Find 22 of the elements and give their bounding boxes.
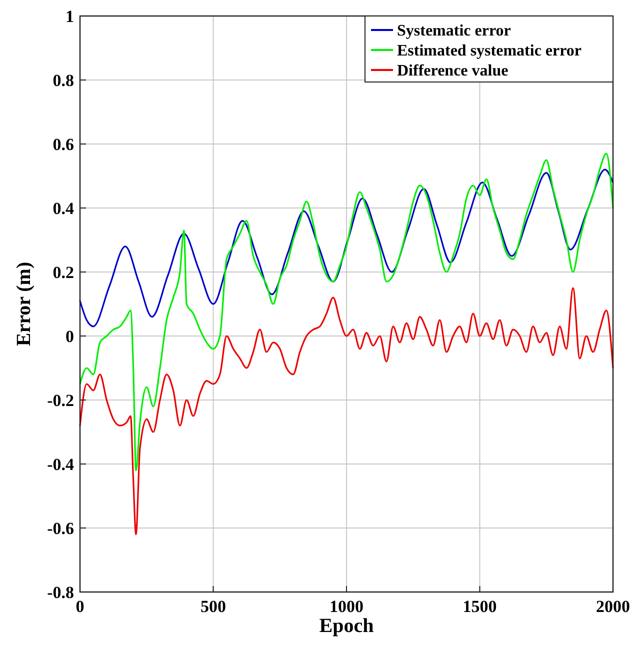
y-tick-label: -0.8 <box>47 582 74 602</box>
x-tick-label: 500 <box>200 597 226 616</box>
y-tick-label: -0.2 <box>47 390 74 410</box>
x-tick-label: 1000 <box>330 597 364 616</box>
y-tick-label: 0.8 <box>52 70 74 90</box>
y-tick-label: 0 <box>66 326 74 346</box>
y-tick-label: 0.2 <box>52 262 74 282</box>
x-tick-label: 2000 <box>596 597 630 616</box>
x-tick-label: 1500 <box>462 597 497 616</box>
legend-label: Systematic error <box>397 22 511 40</box>
y-tick-label: -0.6 <box>47 518 74 538</box>
y-tick-label: -0.4 <box>47 454 74 474</box>
legend-label: Estimated systematic error <box>397 42 582 60</box>
y-tick-label: 0.4 <box>52 198 74 218</box>
line-series <box>79 168 614 328</box>
y-axis-title: Error (m) <box>13 262 35 346</box>
x-axis-title: Epoch <box>319 615 374 637</box>
legend-label: Difference value <box>397 62 508 80</box>
line-series <box>79 152 614 472</box>
y-tick-label: 0.6 <box>52 134 74 154</box>
y-tick-label: 1 <box>66 6 74 26</box>
line-series <box>79 287 614 536</box>
